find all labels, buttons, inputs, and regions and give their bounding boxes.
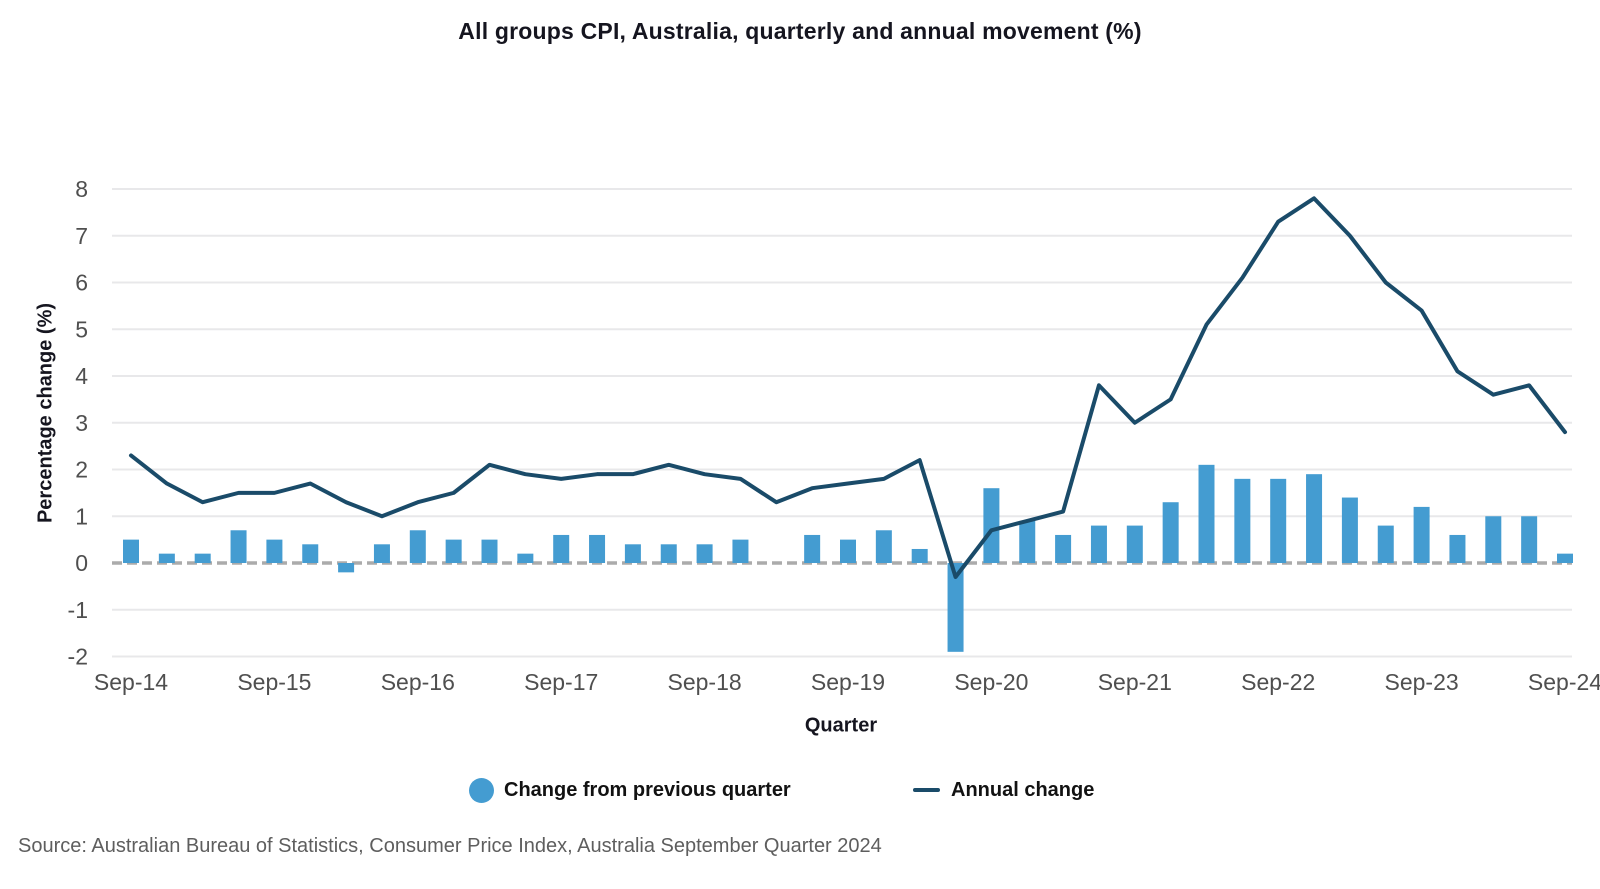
bar-Jun-24 <box>1521 516 1538 563</box>
bar-Jun-19 <box>804 534 821 563</box>
bar-Dec-22 <box>1306 474 1323 563</box>
bar-Dec-16 <box>445 539 462 563</box>
y-tick-label: -2 <box>68 644 88 670</box>
bar-Sep-19 <box>840 539 856 563</box>
x-tick-label: Sep-17 <box>524 669 598 695</box>
bar-Jun-16 <box>373 544 390 563</box>
legend-label-annual: Annual change <box>951 778 1095 801</box>
bar-Dec-21 <box>1162 502 1179 563</box>
bar-Sep-20 <box>983 488 1000 563</box>
bar-Sep-17 <box>553 534 570 563</box>
x-tick-label: Sep-20 <box>954 669 1028 695</box>
bar-Jun-22 <box>1234 478 1251 563</box>
x-tick-label: Sep-15 <box>237 669 311 695</box>
bar-Dec-15 <box>302 544 319 563</box>
bar-Dec-18 <box>732 539 749 563</box>
bar-Dec-17 <box>589 534 606 563</box>
x-tick-label: Sep-24 <box>1528 669 1600 695</box>
bar-Mar-15 <box>194 553 211 563</box>
bar-Jun-23 <box>1377 525 1394 563</box>
source-note: Source: Australian Bureau of Statistics,… <box>18 835 882 857</box>
y-tick-label: 6 <box>75 270 88 296</box>
bar-Dec-20 <box>1019 520 1036 563</box>
y-tick-label: -1 <box>68 597 88 623</box>
bar-Jun-18 <box>660 544 677 563</box>
bar-Mar-23 <box>1341 497 1358 563</box>
bar-Sep-23 <box>1413 506 1430 563</box>
line-series-marker-icon <box>913 788 940 792</box>
bar-Dec-14 <box>158 553 175 563</box>
y-tick-label: 0 <box>75 550 88 576</box>
bar-Mar-17 <box>481 539 498 563</box>
y-tick-label: 5 <box>75 316 88 342</box>
bar-Sep-18 <box>696 544 713 563</box>
bar-Mar-21 <box>1055 534 1072 563</box>
bar-Jun-15 <box>230 530 247 563</box>
x-tick-label: Sep-18 <box>668 669 742 695</box>
chart-title: All groups CPI, Australia, quarterly and… <box>458 18 1142 44</box>
legend-item-annual: Annual change <box>913 776 1094 804</box>
bar-Jun-21 <box>1090 525 1107 563</box>
bar-Sep-14 <box>123 539 139 563</box>
x-tick-label: Sep-22 <box>1241 669 1315 695</box>
y-tick-label: 1 <box>75 503 88 529</box>
bar-Mar-18 <box>624 544 641 563</box>
y-tick-label: 3 <box>75 410 88 436</box>
bar-Jun-20 <box>947 563 964 652</box>
y-tick-label: 2 <box>75 457 88 483</box>
legend-label-quarterly: Change from previous quarter <box>504 778 791 801</box>
legend-item-quarterly: Change from previous quarter <box>469 776 791 804</box>
bar-Mar-16 <box>338 563 355 573</box>
bar-series-marker-icon <box>469 777 494 803</box>
bar-Sep-15 <box>266 539 283 563</box>
bar-Sep-24 <box>1557 553 1573 563</box>
x-tick-label: Sep-23 <box>1385 669 1459 695</box>
x-tick-label: Sep-16 <box>381 669 455 695</box>
bar-Mar-20 <box>911 548 928 563</box>
x-tick-label: Sep-19 <box>811 669 885 695</box>
bar-Mar-22 <box>1198 464 1215 563</box>
y-tick-label: 7 <box>75 223 88 249</box>
y-tick-label: 4 <box>75 363 88 389</box>
plot-area: -2 -1 0 1 2 3 4 5 6 7 8 Sep-14 Sep-15 Sep-16 Sep-17 Sep… <box>68 176 1600 695</box>
bar-Sep-16 <box>409 530 426 563</box>
annual-change-line <box>129 196 1567 580</box>
x-tick-label: Sep-21 <box>1098 669 1172 695</box>
bar-Jun-17 <box>517 553 534 563</box>
y-tick-label: 8 <box>75 176 88 202</box>
bar-Mar-24 <box>1485 516 1502 563</box>
x-tick-label: Sep-14 <box>94 669 168 695</box>
bar-Dec-19 <box>875 530 892 563</box>
bar-Sep-22 <box>1270 478 1287 563</box>
x-axis-title: Quarter <box>804 714 878 737</box>
bar-Dec-23 <box>1449 534 1466 563</box>
bar-Sep-21 <box>1126 525 1143 563</box>
